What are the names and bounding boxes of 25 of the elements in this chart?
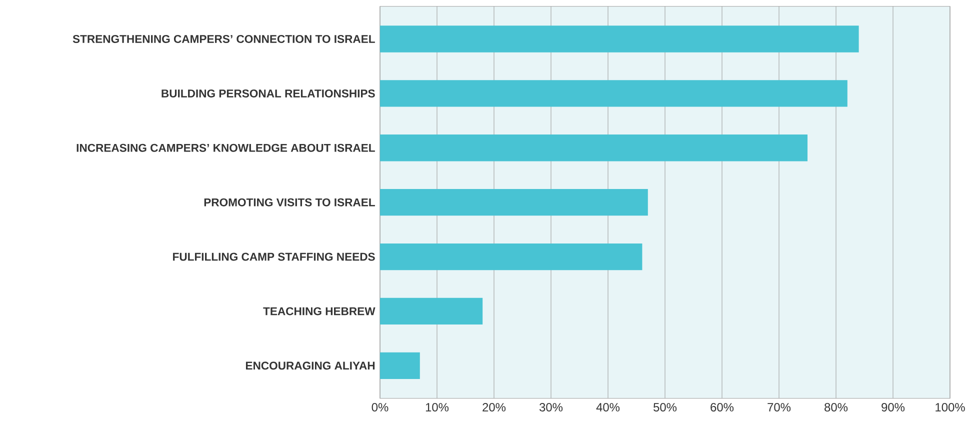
bar xyxy=(380,134,808,162)
x-tick-label: 40% xyxy=(596,403,620,412)
y-tick-label: INCREASING CAMPERS’ KNOWLEDGE ABOUT ISRAEL xyxy=(76,144,375,152)
x-tick-label: 30% xyxy=(539,403,563,412)
x-tick-label: 100% xyxy=(936,403,965,412)
x-tick-label: 10% xyxy=(426,403,449,412)
bar xyxy=(380,26,859,52)
x-tick-label: 20% xyxy=(482,403,506,412)
y-tick-label: BUILDING PERSONAL RELATIONSHIPS xyxy=(162,89,375,98)
y-tick-label: PROMOTING VISITS TO ISRAEL xyxy=(204,198,375,206)
y-tick-label: FULFILLING CAMP STAFFING NEEDS xyxy=(173,252,375,261)
bar xyxy=(380,243,642,270)
x-tick-label: 60% xyxy=(710,403,734,412)
x-tick-label: 0% xyxy=(372,403,388,412)
bar xyxy=(380,189,648,216)
x-tick-label: 50% xyxy=(654,403,677,412)
bar xyxy=(380,80,848,107)
x-tick-label: 80% xyxy=(824,403,848,412)
x-tick-label: 90% xyxy=(882,403,905,412)
y-tick-label: TEACHING HEBREW xyxy=(263,307,376,316)
bar xyxy=(380,298,483,325)
y-tick-label: STRENGTHENING CAMPERS’ CONNECTION TO ISRAEL xyxy=(72,35,375,43)
bar xyxy=(380,352,420,379)
x-tick-label: 70% xyxy=(768,403,791,412)
y-tick-label: ENCOURAGING ALIYAH xyxy=(246,362,375,370)
